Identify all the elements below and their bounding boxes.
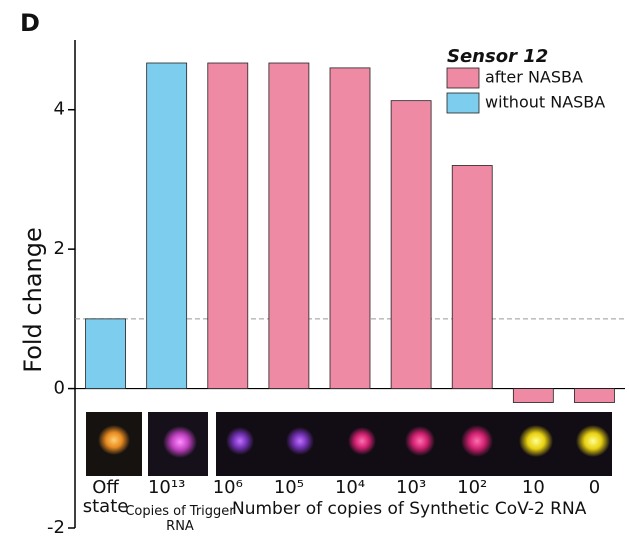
- y-tick-label: 2: [54, 238, 65, 259]
- legend-label: after NASBA: [485, 68, 583, 87]
- bar: [147, 63, 187, 389]
- x-tick-label: 0: [568, 478, 620, 497]
- y-tick-label: -2: [47, 517, 65, 537]
- legend-swatch: [447, 93, 479, 113]
- legend-title: Sensor 12: [447, 46, 548, 67]
- y-tick-label: 4: [54, 99, 65, 120]
- x-tick-label: 10⁵: [263, 478, 315, 497]
- group-label: Number of copies of Synthetic CoV-2 RNA: [232, 500, 629, 519]
- bar: [208, 63, 248, 389]
- x-tick-label: 10²: [446, 478, 498, 497]
- x-tick-label: 10: [507, 478, 559, 497]
- bar: [330, 68, 370, 389]
- x-tick-label: 10¹³: [141, 478, 193, 497]
- figure: D Fold change Sensor 12 -2 0 2 4 after NASBA…: [0, 0, 629, 537]
- photo-strip: [86, 412, 612, 476]
- x-tick-label: 10³: [385, 478, 437, 497]
- bar: [391, 101, 431, 389]
- bar: [86, 319, 126, 389]
- bar: [452, 165, 492, 388]
- x-tick-label: 10⁴: [324, 478, 376, 497]
- x-tick-label: Off state: [80, 478, 132, 516]
- group-label: Copies of Trigger RNA: [125, 504, 235, 534]
- legend-label: without NASBA: [485, 93, 605, 112]
- bar: [574, 389, 614, 403]
- bar: [513, 389, 553, 403]
- y-axis-label: Fold change: [19, 227, 47, 373]
- panel-label: D: [20, 9, 40, 37]
- bar: [269, 63, 309, 389]
- legend-swatch: [447, 68, 479, 88]
- chart: D Fold change Sensor 12 -2 0 2 4 after NASBA…: [0, 0, 629, 537]
- y-tick-label: 0: [54, 378, 65, 399]
- x-tick-label: 10⁶: [202, 478, 254, 497]
